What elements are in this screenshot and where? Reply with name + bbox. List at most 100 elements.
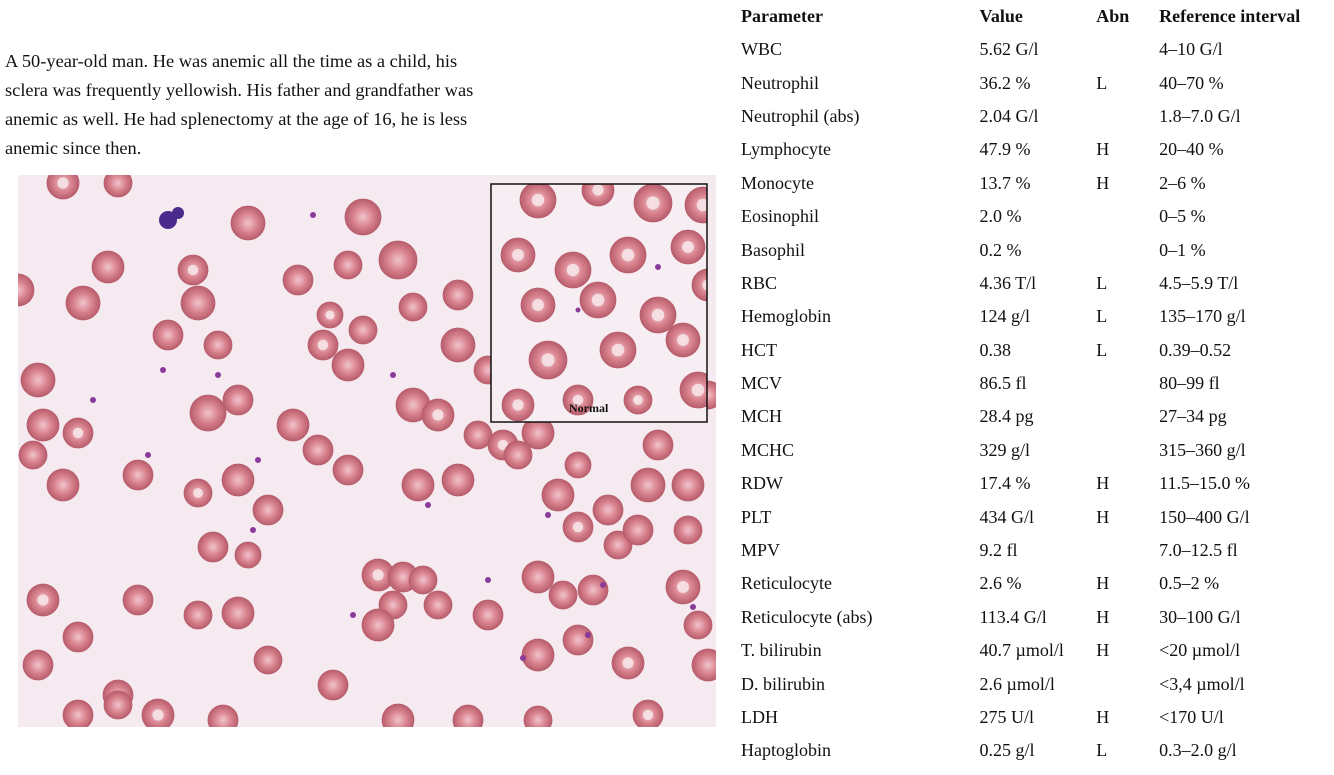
cell-parameter: Neutrophil (741, 72, 819, 93)
cell-abn (1096, 400, 1159, 433)
cell-reference: 0–5 % (1159, 206, 1206, 227)
red-blood-cell (65, 285, 101, 321)
cell-reference: 0.39–0.52 (1159, 339, 1232, 360)
red-blood-cell (276, 408, 310, 442)
red-blood-cell (234, 541, 262, 569)
red-blood-cell (203, 330, 233, 360)
central-pallor (325, 310, 335, 320)
cell-parameter: T. bilirubin (741, 640, 822, 661)
case-line: anemic since then. (5, 138, 142, 158)
table-row: Basophil 0.2 % 0–1 % (741, 233, 1334, 266)
cell-reference: 4.5–5.9 T/l (1159, 272, 1239, 293)
table-row: Neutrophil 36.2 % L 40–70 % (741, 66, 1334, 99)
table-row: Monocyte 13.7 % H 2–6 % (741, 167, 1334, 200)
red-blood-cell (46, 468, 80, 502)
inset-label: Normal (569, 401, 609, 415)
red-blood-cell (189, 394, 227, 432)
red-blood-cell (401, 468, 435, 502)
cell-reference: 0.3–2.0 g/l (1159, 740, 1237, 761)
cell-value: 40.7 µmol/l (979, 640, 1064, 661)
red-blood-cell (180, 285, 216, 321)
central-pallor (497, 439, 509, 451)
cell-value: 5.62 G/l (979, 39, 1039, 60)
table-row: MCV 86.5 fl 80–99 fl (741, 367, 1334, 400)
cell-reference: 40–70 % (1159, 72, 1224, 93)
red-blood-cell (452, 704, 484, 727)
central-pallor (621, 248, 635, 262)
cell-abn: H (1096, 473, 1110, 494)
cell-reference: <3,4 µmol/l (1159, 673, 1245, 694)
cell-parameter: PLT (741, 506, 772, 527)
cell-abn: L (1096, 272, 1108, 293)
cell-parameter: D. bilirubin (741, 673, 825, 694)
red-blood-cell (62, 699, 94, 727)
cell-abn: H (1096, 506, 1110, 527)
central-pallor (37, 594, 49, 606)
central-pallor (72, 427, 84, 439)
cell-value: 4.36 T/l (979, 272, 1037, 293)
central-pallor (677, 334, 689, 346)
cell-parameter: WBC (741, 39, 783, 60)
red-blood-cell (122, 459, 154, 491)
cell-value: 86.5 fl (979, 373, 1027, 394)
cell-abn: L (1096, 339, 1108, 360)
cell-abn (1096, 534, 1159, 567)
table-header-row: Parameter Value Abn Reference interval (741, 0, 1334, 33)
red-blood-cell (642, 429, 674, 461)
platelet (390, 372, 396, 378)
platelet (520, 655, 526, 661)
cell-parameter: RBC (741, 272, 778, 293)
platelet (160, 367, 166, 373)
central-pallor (372, 569, 384, 581)
platelet (655, 264, 661, 270)
central-pallor (682, 241, 694, 253)
case-line: anemic as well. He had splenectomy at th… (5, 109, 468, 129)
red-blood-cell (361, 608, 395, 642)
central-pallor (572, 394, 584, 406)
cell-reference: 30–100 G/l (1159, 606, 1241, 627)
table-row: HCT 0.38 L 0.39–0.52 (741, 334, 1334, 367)
platelet (690, 604, 696, 610)
red-blood-cell (630, 467, 666, 503)
cell-parameter: RDW (741, 473, 783, 494)
cell-value: 36.2 % (979, 72, 1031, 93)
red-blood-cell (691, 648, 716, 682)
red-blood-cell (440, 327, 476, 363)
cell-parameter: Hemoglobin (741, 306, 831, 327)
cell-parameter: Monocyte (741, 172, 814, 193)
red-blood-cell (317, 669, 349, 701)
central-pallor (642, 709, 654, 721)
red-blood-cell (183, 600, 213, 630)
cell-value: 2.6 µmol/l (979, 673, 1055, 694)
red-blood-cell (230, 205, 266, 241)
table-row: Haptoglobin 0.25 g/l L 0.3–2.0 g/l (741, 734, 1334, 767)
cell-reference: 80–99 fl (1159, 373, 1220, 394)
central-pallor (611, 343, 625, 357)
central-pallor (633, 395, 643, 405)
cell-value: 329 g/l (979, 439, 1030, 460)
cell-abn: L (1096, 740, 1108, 761)
central-pallor (512, 249, 524, 261)
central-pallor (152, 709, 164, 721)
main-field (18, 175, 716, 727)
red-blood-cell (253, 645, 283, 675)
normal-inset: Normal (490, 183, 708, 423)
red-blood-cell (103, 175, 133, 198)
central-pallor (193, 488, 203, 498)
central-pallor (646, 196, 660, 210)
red-blood-cell (222, 384, 254, 416)
red-blood-cell (523, 705, 553, 727)
platelet (250, 527, 256, 533)
cell-parameter: HCT (741, 339, 777, 360)
central-pallor (432, 409, 444, 421)
table-row: Reticulocyte (abs) 113.4 G/l H 30–100 G/l (741, 601, 1334, 634)
central-pallor (566, 263, 580, 277)
cell-abn: H (1096, 172, 1110, 193)
table-row: Hemoglobin 124 g/l L 135–170 g/l (741, 300, 1334, 333)
red-blood-cell (541, 478, 575, 512)
red-blood-cell (381, 703, 415, 727)
red-blood-cell (22, 649, 54, 681)
cell-reference: 2–6 % (1159, 172, 1206, 193)
red-blood-cell (503, 440, 533, 470)
header-parameter: Parameter (741, 6, 823, 26)
